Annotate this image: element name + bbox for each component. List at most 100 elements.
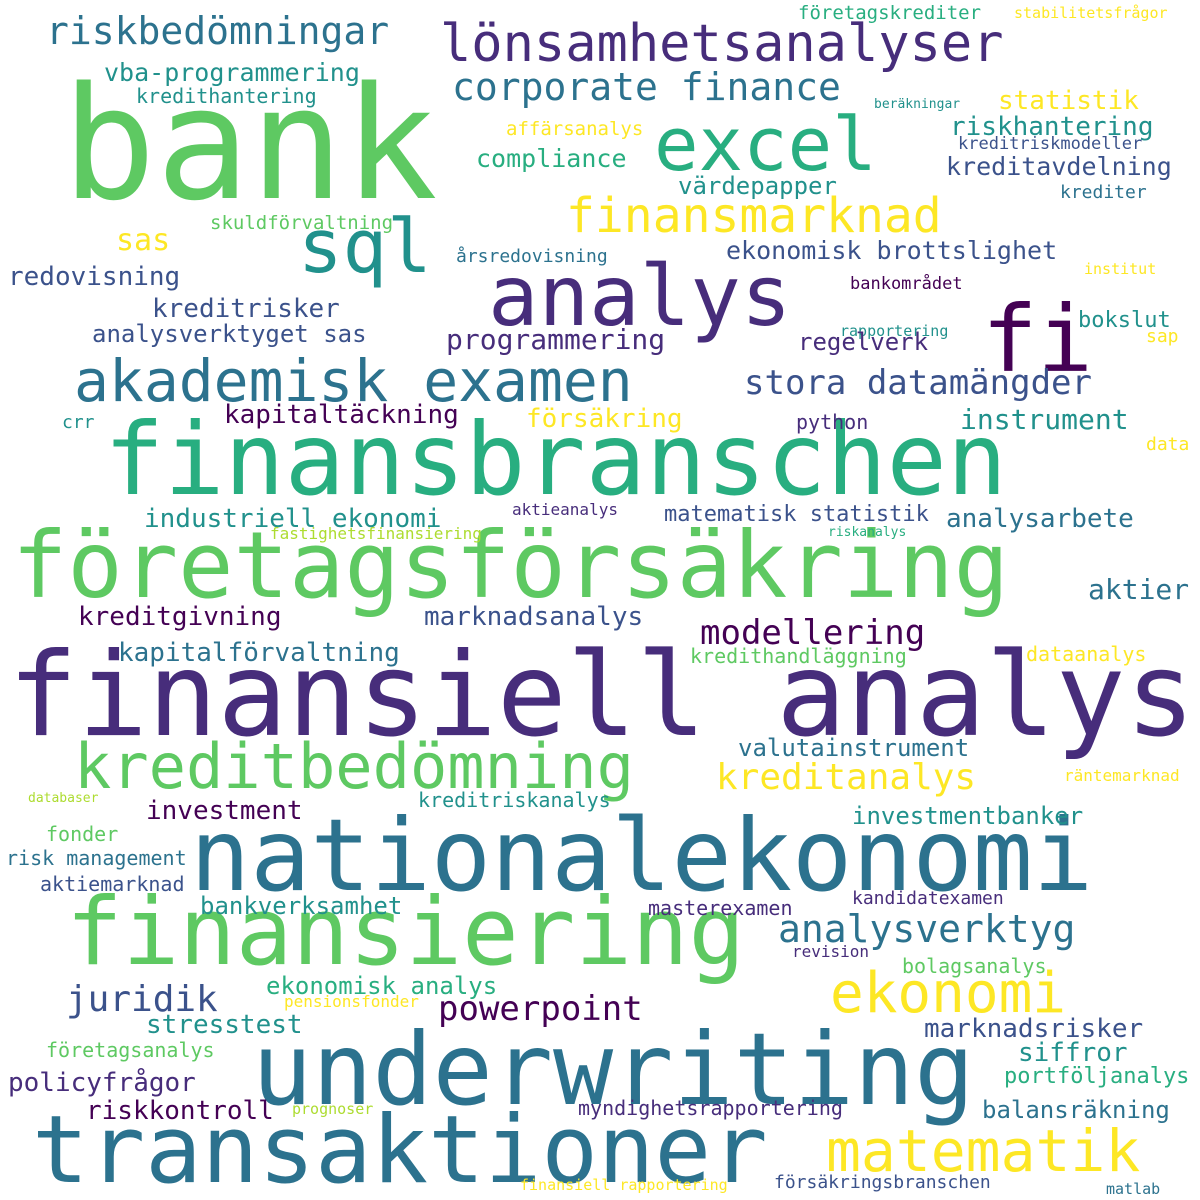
word: kreditbedömning <box>74 730 634 803</box>
word: krediter <box>1060 182 1147 203</box>
word: riskhantering <box>950 112 1154 142</box>
word: programmering <box>446 323 666 356</box>
word: balansräkning <box>982 1096 1170 1124</box>
word: försäkringsbranschen <box>774 1172 991 1193</box>
word: crr <box>62 412 95 433</box>
word: excel <box>654 102 877 188</box>
word: matlab <box>1106 1180 1161 1198</box>
word: portföljanalys <box>1004 1064 1190 1089</box>
word: försäkring <box>526 404 683 434</box>
word: finansiering <box>66 878 746 987</box>
word: stabilitetsfrågor <box>1014 4 1168 22</box>
word: bankverksamhet <box>200 892 403 920</box>
word: beräkningar <box>874 97 961 112</box>
word: institut <box>1084 260 1157 278</box>
word: sql <box>298 204 432 290</box>
word: modellering <box>700 613 926 653</box>
word: kandidatexamen <box>852 888 1004 909</box>
word: analys <box>488 247 792 345</box>
word: siffror <box>1018 1038 1128 1068</box>
word: stresstest <box>146 1010 303 1040</box>
word: compliance <box>476 144 627 173</box>
word: stora datamängder <box>744 363 1092 403</box>
word: finansbranschen <box>104 401 1008 518</box>
word: regelverk <box>798 328 929 356</box>
word: finansmarknad <box>566 188 942 244</box>
word: fonder <box>46 822 119 846</box>
word: företagsanalys <box>46 1038 215 1062</box>
word: rapportering <box>840 322 949 340</box>
word: investment <box>146 796 303 826</box>
word: underwriting <box>252 1011 975 1128</box>
word: revision <box>792 942 870 961</box>
word: kreditavdelning <box>946 152 1172 181</box>
word: matematisk statistik <box>664 502 929 527</box>
word: pensionsfonder <box>284 992 419 1011</box>
word: analysarbete <box>946 504 1134 534</box>
word: analysverktyg <box>778 907 1076 951</box>
word: kreditriskmodeller <box>958 134 1143 154</box>
word: dataanalys <box>1026 642 1147 666</box>
word: bank <box>62 53 438 235</box>
word: python <box>796 410 869 434</box>
word: akademisk examen <box>74 347 633 415</box>
word: finansiell analys <box>8 628 1196 763</box>
word: aktiemarknad <box>40 872 185 896</box>
word: kreditgivning <box>78 602 282 632</box>
word: bokslut <box>1078 308 1171 333</box>
word: transaktioner <box>32 1096 768 1200</box>
word: marknadsrisker <box>924 1014 1144 1044</box>
word: räntemarknad <box>1064 766 1180 785</box>
word: värdepapper <box>678 172 837 200</box>
word: kapitaltäckning <box>224 400 459 430</box>
word: policyfrågor <box>8 1068 196 1098</box>
word: powerpoint <box>438 989 643 1029</box>
word: kreditanalys <box>716 757 977 798</box>
word: analysverktyget sas <box>92 320 367 348</box>
word: aktier <box>1088 573 1190 606</box>
word: prognoser <box>292 1100 374 1118</box>
word: skuldförvaltning <box>210 212 394 234</box>
word: företagsförsäkring <box>12 512 1009 619</box>
word: riskkontroll <box>86 1096 274 1126</box>
word: masterexamen <box>648 896 793 920</box>
word: industriell ekonomi <box>144 504 442 534</box>
word: risk management <box>6 846 187 870</box>
word: bolagsanalys <box>902 954 1047 978</box>
word: kreditrisker <box>152 294 340 324</box>
word: redovisning <box>8 262 181 292</box>
word: kredithandläggning <box>690 644 907 668</box>
word: corporate finance <box>452 65 841 109</box>
word: matematik <box>826 1117 1141 1185</box>
word: fi <box>982 286 1093 393</box>
word: lönsamhetsanalyser <box>440 14 1004 74</box>
word: kredithantering <box>136 84 317 108</box>
word: vba-programmering <box>104 58 360 87</box>
word: sas <box>116 223 171 258</box>
word: instrument <box>960 403 1129 436</box>
word: finansiell rapportering <box>520 1176 728 1194</box>
word: fastighetsfinansiering <box>270 524 482 543</box>
word: valutainstrument <box>738 734 970 762</box>
word: sap <box>1146 326 1179 347</box>
word: kapitalförvaltning <box>118 638 400 668</box>
word: juridik <box>66 979 218 1020</box>
word: ekonomi <box>830 961 1067 1026</box>
word: bankområdet <box>850 274 963 294</box>
word: riskbedömningar <box>46 9 390 53</box>
word: marknadsanalys <box>424 602 644 632</box>
word: statistik <box>998 86 1139 116</box>
word: riskanalys <box>828 525 907 540</box>
word: ekonomisk analys <box>266 972 498 1000</box>
word: nationalekonomi <box>190 797 1094 914</box>
word: data <box>1146 434 1190 455</box>
word: årsredovisning <box>456 246 608 267</box>
word: företagskrediter <box>798 2 982 24</box>
word: investmentbanker <box>852 802 1084 830</box>
word: affärsanalys <box>506 118 644 140</box>
word: myndighetsrapportering <box>578 1096 843 1120</box>
word: databaser <box>28 791 99 806</box>
word: aktieanalys <box>512 500 618 519</box>
word: ekonomisk brottslighet <box>726 236 1058 265</box>
